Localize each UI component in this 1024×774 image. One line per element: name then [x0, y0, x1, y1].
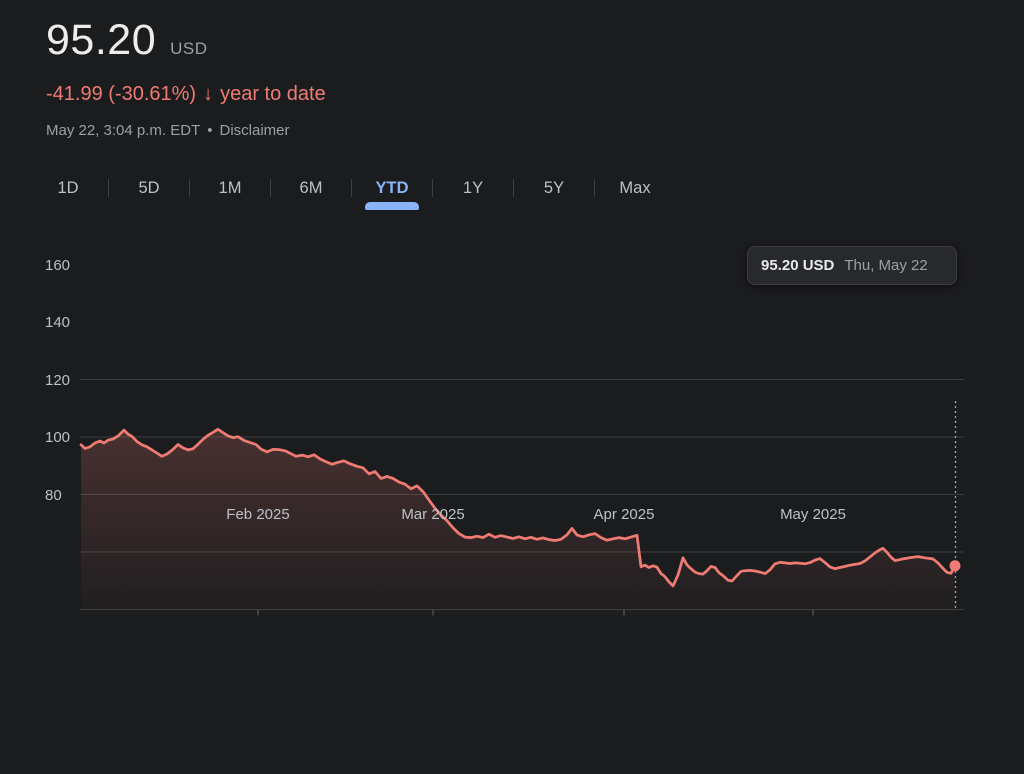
tab-ytd[interactable]: YTD: [352, 166, 432, 210]
y-axis-label: 80: [45, 486, 62, 504]
tab-5y[interactable]: 5Y: [514, 166, 594, 210]
tab-1y[interactable]: 1Y: [433, 166, 513, 210]
x-axis-label: Feb 2025: [226, 506, 290, 523]
x-axis-label: Apr 2025: [593, 506, 655, 523]
range-tab-bar: 1D 5D 1M 6M YTD 1Y 5Y Max: [28, 166, 675, 210]
tab-1m[interactable]: 1M: [190, 166, 270, 210]
selected-tab-indicator: [365, 202, 419, 210]
price-change-row: -41.99 (-30.61%) ↓ year to date: [46, 83, 326, 106]
tab-max[interactable]: Max: [595, 166, 675, 210]
last-price-dot: [949, 560, 961, 572]
tab-divider: [594, 179, 595, 197]
price-value: 95.20: [46, 16, 157, 64]
quote-timestamp: May 22, 3:04 p.m. EDT: [46, 122, 201, 139]
tab-divider: [108, 179, 109, 197]
tab-1d[interactable]: 1D: [28, 166, 108, 210]
tab-6m[interactable]: 6M: [271, 166, 351, 210]
bullet-separator: •: [207, 122, 213, 139]
tab-divider: [351, 179, 352, 197]
tab-divider: [270, 179, 271, 197]
price-currency: USD: [170, 39, 208, 58]
change-period-label: year to date: [220, 83, 326, 105]
price-header: 95.20 USD: [46, 16, 208, 65]
tab-5d[interactable]: 5D: [109, 166, 189, 210]
disclaimer-link[interactable]: Disclaimer: [219, 122, 290, 139]
finance-quote-page: { "header": { "price": "95.20", "currenc…: [0, 16, 1024, 616]
quote-meta-row: May 22, 3:04 p.m. EDT • Disclaimer: [46, 122, 290, 139]
change-value: -41.99 (-30.61%): [46, 83, 197, 105]
y-axis-label: 120: [45, 371, 71, 389]
tab-divider: [432, 179, 433, 197]
price-chart[interactable]: 160 140 120 100 80 Feb 2025 Mar 2025 Apr 2025 Ma…: [0, 228, 1024, 616]
x-axis-label: May 2025: [780, 506, 846, 523]
y-axis-label: 100: [45, 429, 71, 446]
tab-divider: [513, 179, 514, 197]
chart-tooltip: 95.20 USD Thu, May 22: [747, 246, 957, 285]
x-axis-label: Mar 2025: [401, 506, 465, 523]
price-chart-canvas: [79, 379, 964, 616]
tab-divider: [189, 179, 190, 197]
y-axis-label: 160: [45, 256, 71, 274]
arrow-down-icon: ↓: [203, 83, 214, 105]
tooltip-date: Thu, May 22: [844, 257, 928, 274]
tooltip-price: 95.20 USD: [761, 257, 835, 274]
y-axis-label: 140: [45, 314, 71, 331]
